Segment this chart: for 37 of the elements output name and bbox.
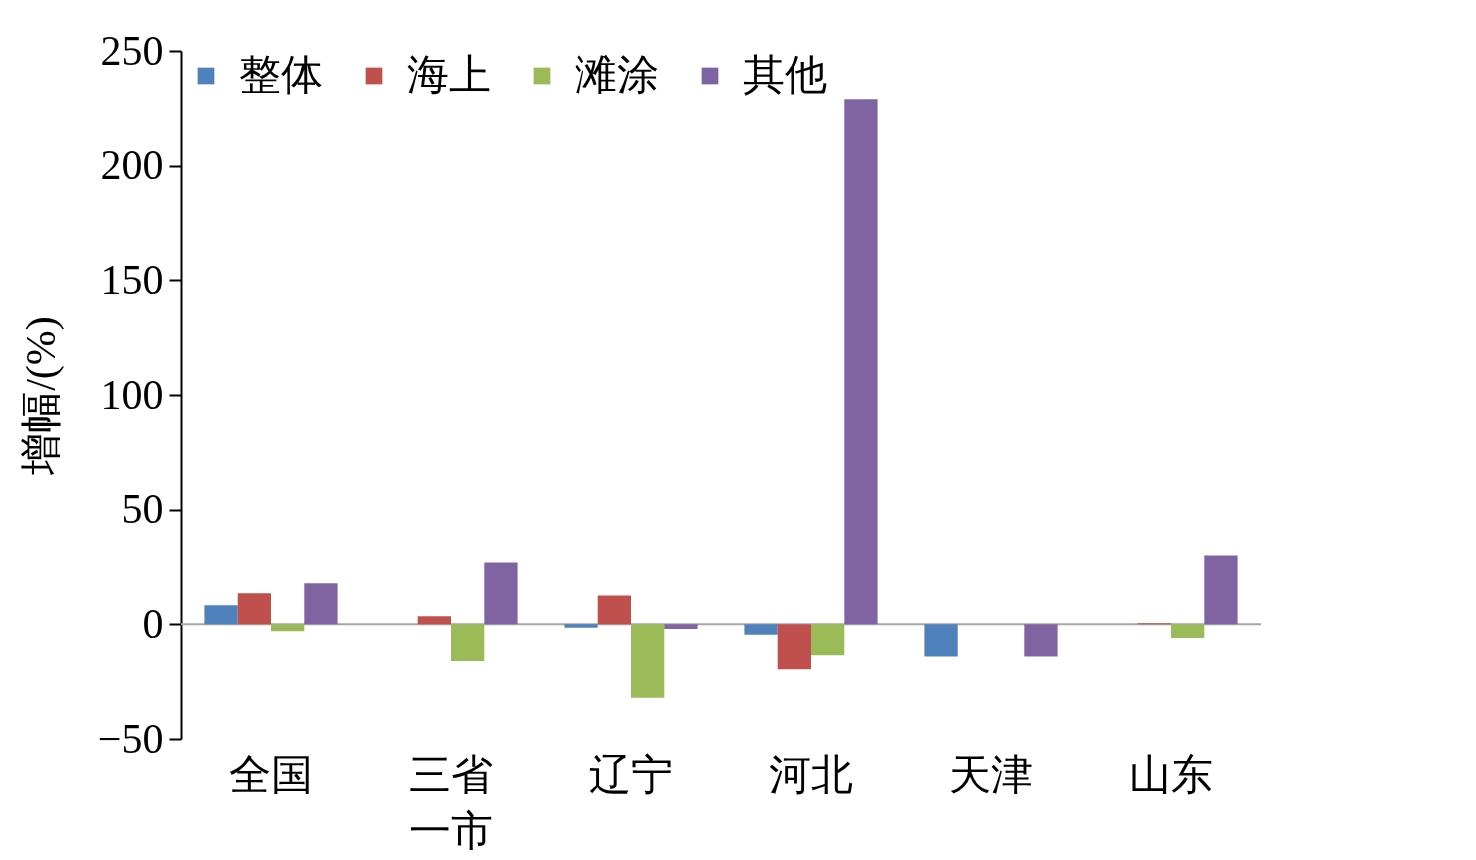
bar (304, 583, 338, 625)
y-tick-label: 200 (100, 142, 164, 189)
y-axis-title: 增幅/(%) (17, 316, 65, 476)
bar (237, 593, 271, 625)
bar (924, 624, 958, 657)
x-tick-label: 河北 (769, 751, 853, 798)
bar (1024, 624, 1058, 657)
y-tick-label: 250 (100, 27, 164, 74)
x-tick-label: 天津 (949, 751, 1033, 798)
y-tick-label: 50 (121, 486, 164, 533)
bar (484, 562, 518, 625)
y-tick-label: 0 (142, 600, 164, 647)
x-tick-label: 山东 (1129, 751, 1213, 798)
legend-label: 海上 (407, 52, 491, 98)
y-tick-label: 100 (100, 371, 164, 418)
bar (451, 624, 485, 662)
x-tick-label: 全国 (229, 751, 313, 798)
bar (811, 624, 845, 656)
bar (631, 624, 665, 698)
y-tick-label: −50 (97, 715, 164, 762)
bar (744, 624, 778, 635)
bar (1204, 555, 1238, 625)
y-tick-label: 150 (100, 256, 164, 303)
bar (597, 595, 631, 625)
bar (844, 99, 878, 625)
x-tick-label: 辽宁 (589, 751, 673, 798)
bar (271, 624, 305, 632)
bar (417, 616, 451, 625)
bar (1171, 624, 1205, 639)
legend-label: 其他 (743, 52, 827, 98)
bar (664, 624, 698, 629)
bar (204, 605, 238, 625)
bar (777, 624, 811, 670)
legend-label: 整体 (239, 52, 323, 98)
legend-label: 滩涂 (575, 52, 659, 98)
bar (564, 624, 598, 628)
x-tick-label: 三省一市 (409, 751, 493, 854)
